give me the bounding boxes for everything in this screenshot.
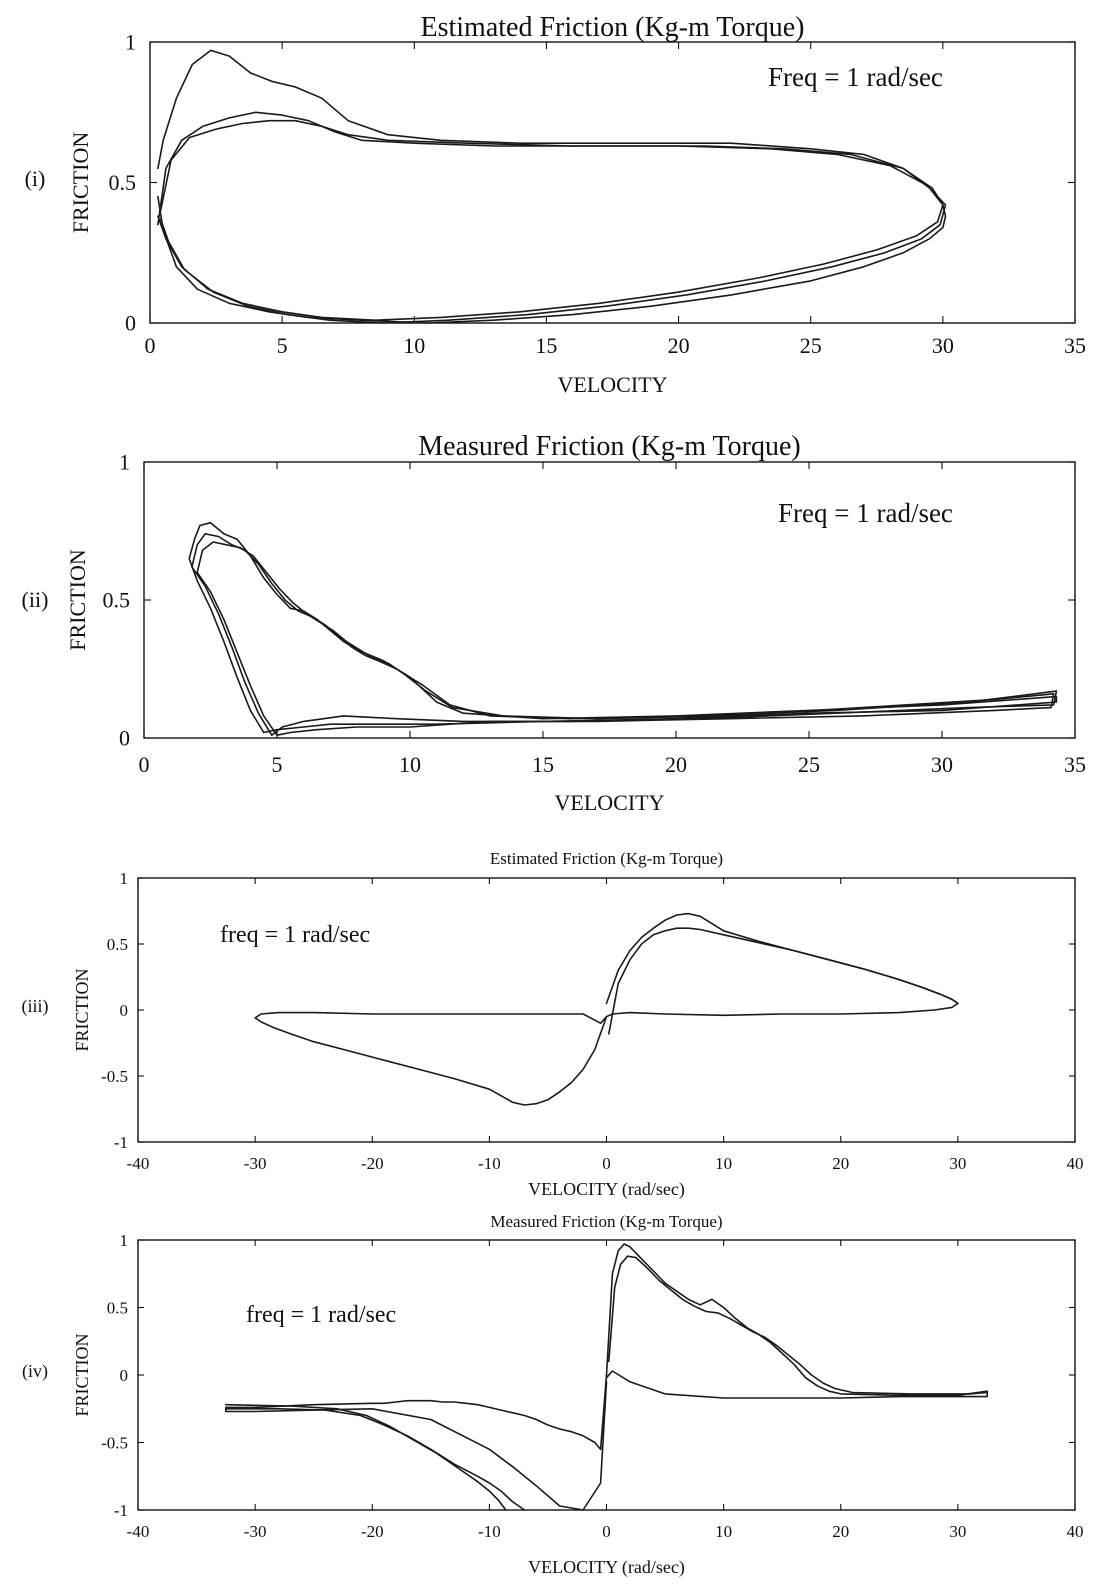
series-line-3	[225, 1374, 608, 1511]
frequency-annotation: Freq = 1 rad/sec	[778, 498, 953, 528]
x-tick-label: 10	[403, 333, 425, 358]
x-tick-label: 0	[139, 752, 150, 777]
series-line-1	[188, 521, 1058, 734]
x-tick-label: -10	[478, 1154, 501, 1173]
x-tick-label: 35	[1064, 752, 1086, 777]
chart-title: Measured Friction (Kg-m Torque)	[418, 431, 800, 462]
x-tick-label: 40	[1067, 1522, 1084, 1541]
x-tick-label: 25	[798, 752, 820, 777]
chart-title: Estimated Friction (Kg-m Torque)	[490, 849, 723, 868]
x-tick-label: 10	[399, 752, 421, 777]
y-tick-label: 0.5	[107, 1298, 128, 1317]
series-line-2	[607, 1255, 989, 1395]
y-tick-label: -1	[114, 1501, 128, 1520]
x-axis-label: VELOCITY	[555, 790, 665, 815]
x-tick-label: -20	[361, 1154, 384, 1173]
x-tick-label: 15	[535, 333, 557, 358]
chart-title: Estimated Friction (Kg-m Torque)	[420, 12, 804, 43]
x-tick-label: -30	[244, 1154, 267, 1173]
series-line-4	[225, 1408, 526, 1511]
y-tick-label: 0	[120, 1366, 129, 1385]
x-tick-label: 5	[272, 752, 283, 777]
x-axis-label: VELOCITY (rad/sec)	[528, 1557, 685, 1578]
chart-title: Measured Friction (Kg-m Torque)	[490, 1212, 722, 1231]
chart-panel-2: 0 5 10 15 20 25 30 35 0 0.5 1 Measured Friction (Kg…	[22, 431, 1086, 815]
chart-panel-4: -40 -30 -20 -10 0 10 20 30 40 -1 -0.5 0 0.5 1 Measured…	[22, 1212, 1084, 1578]
x-tick-label: 20	[832, 1154, 849, 1173]
chart-panel-1: 0 5 10 15 20 25 30 35 0 0.5 1 Estimated Friction (K…	[25, 12, 1086, 397]
x-tick-label: -10	[478, 1522, 501, 1541]
frequency-annotation: Freq = 1 rad/sec	[768, 62, 943, 92]
y-tick-label: 0.5	[103, 588, 131, 613]
panel-label: (iii)	[22, 996, 49, 1017]
y-axis-label: FRICTION	[65, 549, 90, 651]
x-tick-label: -30	[244, 1522, 267, 1541]
x-tick-label: 25	[800, 333, 822, 358]
y-tick-label: -0.5	[101, 1433, 128, 1452]
chart-panel-3: -40 -30 -20 -10 0 10 20 30 40 -1 -0.5 0 0.5 1 Estimate…	[22, 849, 1084, 1200]
x-tick-label: -20	[361, 1522, 384, 1541]
x-tick-label: 10	[715, 1154, 732, 1173]
y-tick-label: 1	[120, 869, 129, 888]
panel-label: (ii)	[22, 587, 49, 612]
series-line-1	[254, 912, 959, 1106]
series-line-3	[159, 119, 947, 324]
x-tick-label: 5	[277, 333, 288, 358]
series-line-3	[196, 541, 1055, 737]
y-tick-label: 1	[119, 450, 130, 475]
y-tick-label: 1	[125, 30, 136, 55]
series-line-1	[605, 1243, 989, 1399]
x-tick-label: 30	[932, 333, 954, 358]
y-tick-label: -0.5	[101, 1067, 128, 1086]
y-axis-label: FRICTION	[68, 132, 93, 234]
x-tick-label: 0	[145, 333, 156, 358]
y-tick-label: 1	[120, 1231, 129, 1250]
frequency-annotation: freq = 1 rad/sec	[246, 1302, 396, 1328]
x-tick-label: 0	[602, 1522, 611, 1541]
x-tick-label: 40	[1067, 1154, 1084, 1173]
x-tick-label: 30	[949, 1522, 966, 1541]
panel-label: (i)	[25, 166, 46, 191]
y-axis-label: FRICTION	[72, 1333, 92, 1416]
y-tick-label: 0.5	[107, 935, 128, 954]
x-tick-label: 20	[832, 1522, 849, 1541]
x-axis-label: VELOCITY	[558, 372, 668, 397]
series-line-2	[191, 532, 1058, 737]
x-tick-label: 20	[665, 752, 687, 777]
x-tick-label: -40	[127, 1154, 150, 1173]
x-tick-label: 10	[715, 1522, 732, 1541]
x-tick-label: 35	[1064, 333, 1086, 358]
y-tick-label: 0.5	[109, 170, 137, 195]
panel-label: (iv)	[22, 1361, 48, 1382]
y-tick-label: 0	[125, 311, 136, 336]
x-tick-label: 30	[931, 752, 953, 777]
y-tick-label: -1	[114, 1133, 128, 1152]
x-tick-label: -40	[127, 1522, 150, 1541]
y-tick-label: 0	[119, 726, 130, 751]
x-tick-label: 30	[949, 1154, 966, 1173]
x-tick-label: 0	[602, 1154, 611, 1173]
series-line-2	[607, 927, 959, 1035]
y-axis-label: FRICTION	[72, 968, 92, 1051]
x-axis-label: VELOCITY (rad/sec)	[528, 1179, 685, 1200]
series-line-5	[225, 1403, 507, 1511]
x-tick-label: 20	[668, 333, 690, 358]
y-tick-label: 0	[120, 1001, 129, 1020]
x-tick-label: 15	[532, 752, 554, 777]
frequency-annotation: freq = 1 rad/sec	[220, 922, 370, 948]
